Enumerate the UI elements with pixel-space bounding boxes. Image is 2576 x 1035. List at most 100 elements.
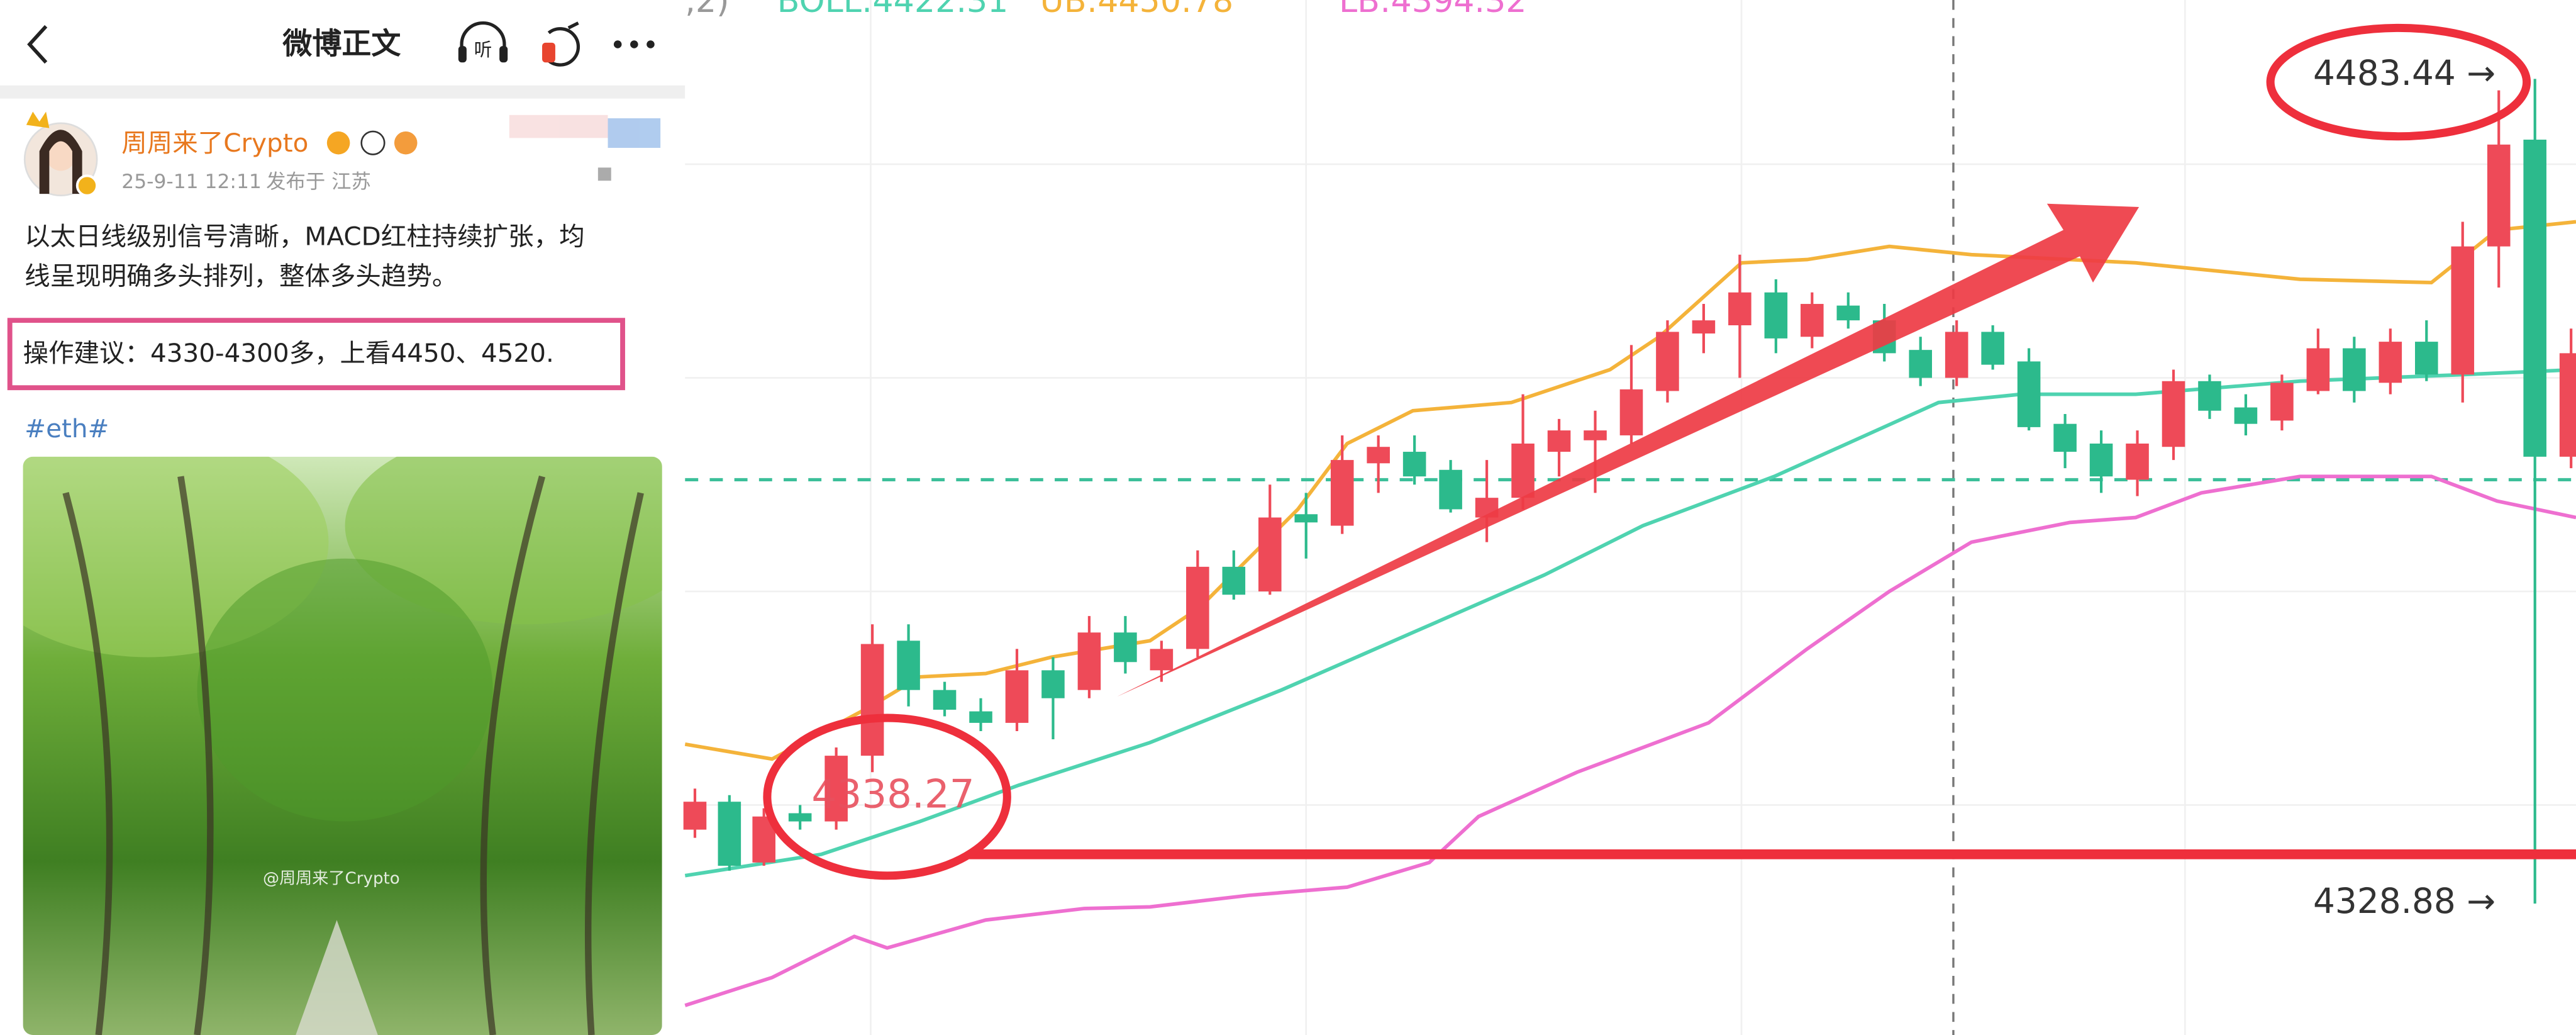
candle-body — [1584, 430, 1607, 440]
circle-highlight — [2266, 23, 2531, 141]
boll-lower — [684, 474, 2576, 1007]
hashtag[interactable]: #eth# — [25, 413, 109, 444]
candle-body — [1005, 670, 1029, 723]
candle-body — [1981, 332, 2004, 365]
candle-body — [1186, 566, 1209, 649]
candlestick — [1258, 484, 1282, 595]
candlestick — [2162, 369, 2185, 461]
candle-body — [2270, 383, 2294, 421]
candle-body — [1258, 517, 1282, 591]
candlestick — [2053, 414, 2077, 469]
candlestick — [2343, 337, 2366, 403]
candlestick — [1619, 345, 1643, 444]
indicator-ub: UB:4450.78 — [1040, 0, 1234, 20]
blurred-decoration — [509, 115, 661, 181]
candle-body — [2523, 139, 2546, 457]
candlestick — [1041, 657, 1065, 739]
candle-body — [2089, 444, 2113, 477]
avatar[interactable] — [23, 111, 99, 197]
indicator-boll: BOLL:4422.31 — [777, 0, 1009, 20]
candlestick — [2126, 430, 2149, 496]
candlestick — [860, 624, 884, 773]
candlestick — [1475, 460, 1499, 542]
mark-label: 4338.27 — [811, 771, 974, 817]
candle-body — [2017, 361, 2041, 427]
circle-highlight — [763, 713, 1011, 880]
author-name[interactable]: 周周来了Crypto — [121, 128, 308, 158]
candlestick — [2451, 221, 2475, 403]
indicator-lb: LB:4394.32 — [1339, 0, 1527, 20]
candle-body — [1547, 430, 1571, 452]
candle-body — [860, 644, 884, 756]
candlestick — [2270, 374, 2294, 431]
separator — [0, 85, 686, 99]
listen-button[interactable]: 听 — [458, 21, 508, 63]
trend-arrow — [1117, 203, 2140, 697]
candlestick — [969, 698, 992, 731]
candle-body — [2343, 348, 2366, 391]
highlight-box — [7, 318, 625, 391]
back-button[interactable] — [27, 25, 48, 64]
candle-body — [2234, 407, 2258, 424]
candlestick — [1764, 279, 1788, 354]
candle-body — [1294, 514, 1318, 523]
indicator-params: ,2) — [685, 0, 729, 20]
candle-body — [1114, 632, 1137, 663]
candlestick — [1981, 325, 2004, 370]
candlestick — [2089, 430, 2113, 493]
candlestick — [933, 681, 957, 717]
chart-image: ,2) BOLL:4422.31 UB:4450.78 LB:4394.32 4… — [683, 0, 2576, 1035]
post-text: 线呈现明确多头排列，整体多头趋势。 — [25, 260, 457, 291]
candle-body — [1330, 460, 1354, 526]
candle-body — [1367, 447, 1390, 464]
share-button[interactable] — [542, 21, 580, 67]
candle-body — [1222, 566, 1246, 595]
post-photo[interactable] — [0, 427, 706, 1035]
candlestick — [1222, 550, 1246, 600]
candle-body — [1764, 292, 1788, 338]
candlestick — [2234, 394, 2258, 435]
candlestick — [1077, 616, 1101, 698]
candlestick — [1005, 649, 1029, 731]
candle-body — [1836, 305, 1860, 321]
listen-label: 听 — [474, 39, 492, 60]
candlestick — [2198, 374, 2221, 419]
candlestick — [788, 805, 812, 830]
candle-body — [1945, 332, 1968, 378]
advice-text: 操作建议：4330-4300多，上看4450、4520. — [23, 338, 554, 368]
candlestick — [1692, 304, 1716, 354]
candle-body — [683, 802, 707, 830]
candle-body — [2415, 342, 2438, 375]
candlestick — [1186, 550, 1209, 657]
boll-upper — [684, 220, 2576, 761]
candlestick — [2415, 320, 2438, 381]
candlestick — [1511, 394, 1535, 510]
post-text: 以太日线级别信号清晰，MACD红柱持续扩张，均 — [25, 221, 584, 252]
candlestick — [1114, 616, 1137, 674]
candle-body — [2198, 381, 2221, 411]
candlestick — [2487, 90, 2511, 288]
candlestick — [1402, 435, 1426, 485]
candle-body — [718, 802, 741, 866]
candlestick — [1584, 410, 1607, 493]
candle-body — [2126, 444, 2149, 480]
candle-body — [897, 641, 920, 690]
candlestick — [1439, 460, 1462, 513]
candle-body — [1801, 304, 1824, 337]
candle-body — [2559, 353, 2576, 457]
candlestick — [2379, 328, 2402, 394]
candlestick — [1330, 435, 1354, 534]
candlestick — [2306, 328, 2330, 394]
candle-body — [2379, 342, 2402, 383]
candlestick — [2559, 328, 2576, 469]
candle-body — [1656, 332, 1679, 391]
candle-body — [2306, 348, 2330, 391]
candlestick — [683, 788, 707, 838]
photo-watermark: @周周来了Crypto — [263, 869, 400, 888]
candle-body — [2053, 423, 2077, 452]
candlestick — [824, 747, 848, 830]
more-button[interactable] — [613, 40, 655, 48]
candle-body — [1511, 444, 1535, 498]
candle-body — [1439, 469, 1462, 510]
